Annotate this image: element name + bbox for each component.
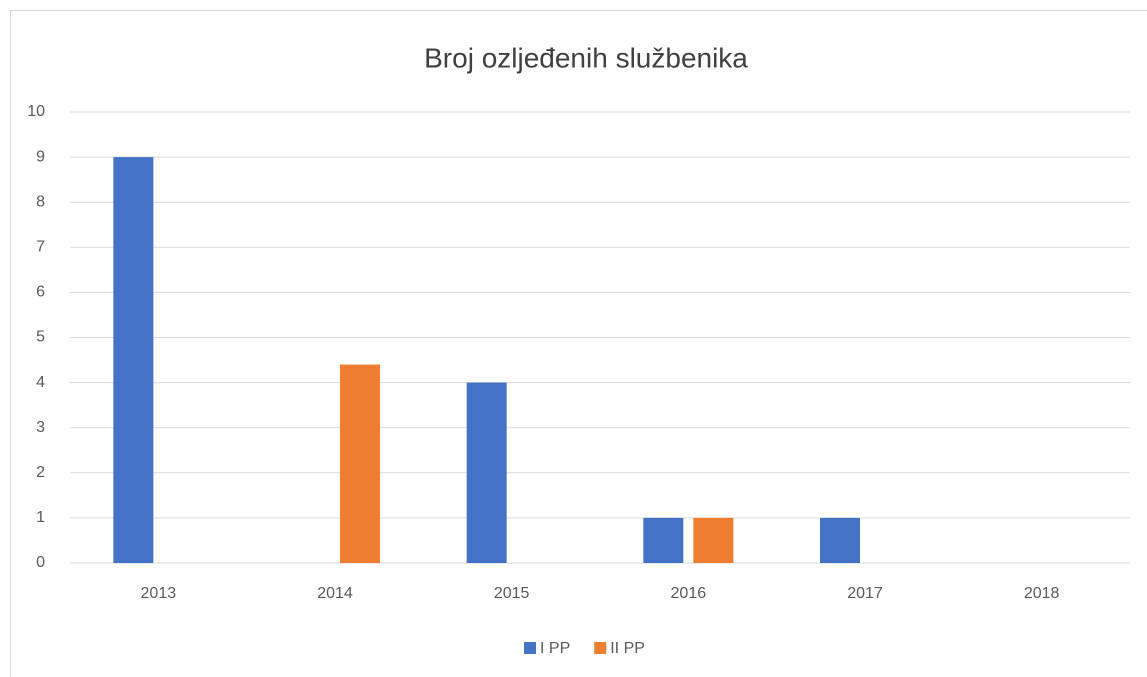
bar [693, 517, 734, 563]
x-tick-label: 2013 [141, 585, 177, 602]
legend-swatch [594, 642, 607, 654]
y-tick-label: 4 [36, 374, 45, 391]
bar [113, 157, 154, 563]
x-tick-label: 2014 [317, 585, 353, 602]
x-tick-label: 2016 [671, 585, 707, 602]
x-tick-label: 2018 [1024, 585, 1060, 602]
bar [340, 364, 380, 563]
y-tick-label: 8 [36, 193, 45, 210]
legend-swatch [524, 642, 536, 654]
y-tick-label: 3 [36, 419, 45, 436]
y-tick-label: 5 [36, 329, 45, 346]
y-tick-label: 10 [27, 103, 45, 120]
y-tick-label: 1 [36, 509, 45, 526]
legend-label: II PP [610, 640, 645, 657]
x-tick-label: 2017 [847, 585, 883, 602]
y-tick-label: 7 [36, 239, 45, 256]
y-tick-label: 6 [36, 284, 45, 301]
bar [466, 382, 507, 563]
x-tick-label: 2015 [494, 585, 530, 602]
chart-frame [10, 10, 1147, 677]
y-tick-label: 2 [36, 464, 45, 481]
bar [820, 517, 860, 563]
chart-title: Broj ozljeđenih službenika [424, 42, 748, 73]
bar [643, 517, 684, 563]
y-tick-label: 0 [36, 554, 45, 571]
y-tick-label: 9 [36, 148, 45, 165]
legend-label: I PP [540, 640, 570, 657]
